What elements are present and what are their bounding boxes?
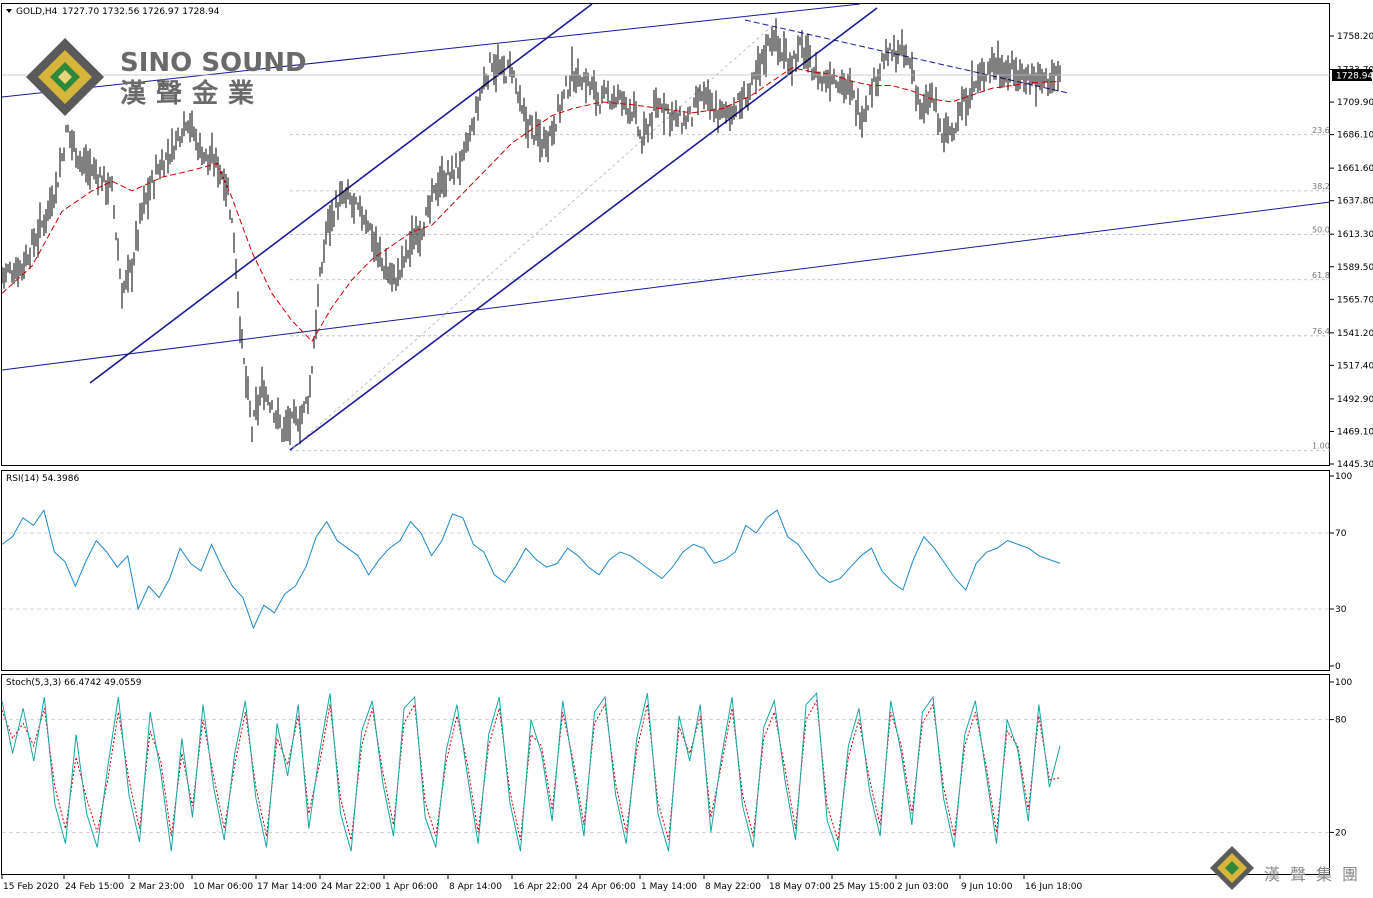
fib-level-label: 61.8	[1312, 271, 1330, 280]
sino-sound-logo: SINO SOUND 漢聲金業	[26, 38, 307, 116]
long-trend-line-top[interactable]	[1, 3, 861, 98]
fib-level-label: 38.2	[1312, 182, 1330, 191]
time-tick-label: 2 Jun 03:00	[897, 882, 949, 892]
stoch-title: Stoch(5,3,3) 66.4742 49.0559	[6, 678, 142, 688]
rsi-panel-frame	[1, 470, 1330, 671]
price-tick-label: 1637.80	[1337, 197, 1373, 207]
indicator-tick-label: 100	[1335, 678, 1352, 688]
fibonacci-levels: 23.6 38.2 50.0 61.8 76.4 1.00	[290, 126, 1330, 452]
price-tick-label: 1661.60	[1337, 164, 1373, 174]
stoch-axis: 100 80 20	[1330, 678, 1352, 838]
price-tick-label: 1565.70	[1337, 295, 1373, 305]
time-tick-label: 25 May 15:00	[833, 882, 895, 892]
ohlc-values: 1727.70 1732.56 1726.97 1728.94	[62, 7, 220, 17]
price-tick-label: 1613.30	[1337, 230, 1373, 240]
time-tick-label: 2 Mar 23:00	[130, 882, 185, 892]
time-tick-label: 9 Jun 10:00	[961, 882, 1013, 892]
price-tick-label: 1589.50	[1337, 263, 1373, 273]
footer-diamond-core	[1225, 861, 1239, 875]
price-tick-label: 1469.10	[1337, 427, 1373, 437]
indicator-tick-label: 30	[1335, 605, 1347, 615]
rsi-line	[1, 509, 1061, 630]
time-tick-label: 16 Apr 22:00	[513, 882, 572, 892]
time-tick-label: 1 Apr 06:00	[385, 882, 438, 892]
time-axis: 15 Feb 2020 24 Feb 15:00 2 Mar 23:00 10 Mar…	[1, 875, 1082, 892]
time-tick-label: 24 Feb 15:00	[65, 882, 124, 892]
price-bars	[1, 18, 1061, 446]
stoch-panel-frame	[1, 674, 1330, 875]
time-tick-label: 24 Mar 22:00	[321, 882, 381, 892]
fib-level-label: 76.4	[1312, 327, 1330, 336]
price-tick-label: 1709.90	[1337, 98, 1373, 108]
indicator-tick-label: 20	[1335, 828, 1347, 838]
lower-channel-line[interactable]	[289, 7, 878, 451]
indicator-tick-label: 70	[1335, 529, 1347, 539]
stoch-main-line	[1, 692, 1061, 852]
fib-level-label: 23.6	[1312, 126, 1330, 135]
footer-logo: 漢聲集團	[1210, 846, 1368, 890]
time-tick-label: 8 Apr 14:00	[449, 882, 502, 892]
time-tick-label: 10 Mar 06:00	[193, 882, 253, 892]
stoch-series	[1, 692, 1330, 852]
price-tick-label: 1758.20	[1337, 32, 1373, 42]
rsi-axis: 100 70 30 0	[1330, 472, 1352, 672]
indicator-tick-label: 80	[1335, 716, 1347, 726]
fib-level-label: 1.00	[1312, 442, 1330, 451]
logo-name-zh: 漢聲金業	[120, 78, 264, 109]
logo-diamond-center	[58, 70, 72, 84]
moving-average	[1, 67, 1061, 343]
long-trend-line-bottom[interactable]	[1, 201, 1331, 371]
current-price-label: 1728.94	[1336, 72, 1373, 82]
time-tick-label: 15 Feb 2020	[3, 882, 59, 892]
price-tick-label: 1492.90	[1337, 395, 1373, 405]
fib-level-label: 50.0	[1312, 226, 1330, 235]
price-tick-label: 1445.30	[1337, 460, 1373, 470]
rsi-title: RSI(14) 54.3986	[6, 474, 79, 484]
time-tick-label: 8 May 22:00	[705, 882, 761, 892]
time-tick-label: 17 Mar 14:00	[257, 882, 317, 892]
indicator-tick-label: 100	[1335, 472, 1352, 482]
price-tick-label: 1541.20	[1337, 329, 1373, 339]
fib-anchor-line	[292, 25, 773, 449]
price-tick-label: 1517.40	[1337, 361, 1373, 371]
footer-logo-text: 漢聲集團	[1264, 865, 1368, 884]
time-tick-label: 16 Jun 18:00	[1025, 882, 1082, 892]
ma-line	[1, 67, 1061, 343]
current-price-tag	[1332, 69, 1372, 81]
symbol-timeframe: GOLD,H4	[16, 7, 58, 17]
logo-name-en: SINO SOUND	[120, 48, 307, 78]
price-tick-label: 1686.10	[1337, 131, 1373, 141]
indicator-tick-label: 0	[1335, 662, 1341, 672]
time-tick-label: 18 May 07:00	[769, 882, 831, 892]
chevron-down-icon[interactable]	[6, 9, 12, 13]
time-tick-label: 1 May 14:00	[641, 882, 697, 892]
price-axis: 1758.201733.701709.901686.101661.601637.…	[1330, 32, 1373, 470]
time-tick-label: 24 Apr 06:00	[577, 882, 636, 892]
rsi-series	[1, 509, 1330, 630]
